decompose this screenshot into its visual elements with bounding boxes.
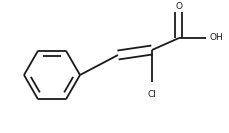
Text: O: O — [175, 2, 182, 11]
Text: OH: OH — [209, 34, 223, 43]
Text: Cl: Cl — [147, 90, 156, 99]
